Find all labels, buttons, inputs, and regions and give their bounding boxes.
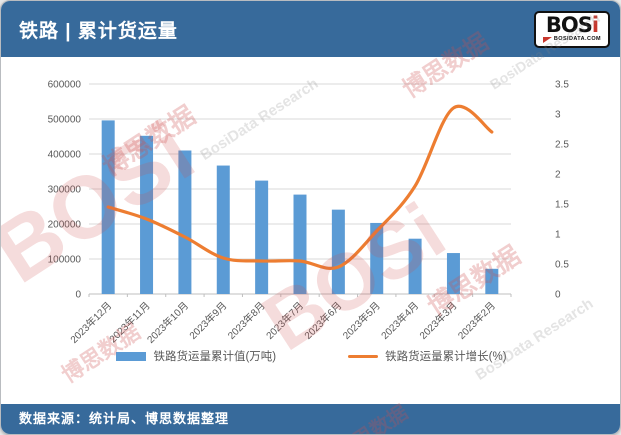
freight-volume-bar [370, 222, 384, 294]
right-axis-tick-label: 0.5 [555, 260, 569, 271]
legend-label-bars: 铁路货运量累计值(万吨) [153, 351, 277, 363]
page-title: 铁路 | 累计货运量 [19, 20, 178, 42]
left-axis-tick-label: 600000 [48, 80, 82, 91]
right-axis-tick-label: 2.5 [555, 140, 569, 151]
x-axis-category-label: 2023年10月 [144, 299, 191, 346]
x-axis-category-label: 2023年4月 [378, 299, 421, 342]
freight-volume-bar [255, 180, 269, 294]
x-axis-category-label: 2023年8月 [225, 299, 268, 342]
left-axis-tick-label: 200000 [48, 220, 82, 231]
x-axis-category-label: 2023年9月 [186, 299, 229, 342]
right-axis-tick-label: 3.5 [555, 80, 569, 91]
freight-volume-chart: 0 100000 200000 300000 400000 500000 600000 0 0.… [48, 80, 570, 346]
freight-volume-bar [408, 238, 422, 294]
right-axis-tick-label: 2 [555, 170, 561, 181]
chart-area: 0 100000 200000 300000 400000 500000 600000 0 0.… [1, 57, 620, 406]
x-axis-category-label: 2023年2月 [455, 299, 498, 342]
footer-bar: 数据来源：统计局、博思数据整理 [1, 404, 620, 434]
legend-label-line: 铁路货运量累计增长(%) [385, 351, 507, 363]
line-series-swatch-icon [348, 354, 379, 358]
chart-legend: 铁路货运量累计值(万吨) 铁路货运量累计增长(%) [1, 348, 620, 364]
logo-hatch-icon [542, 36, 552, 43]
growth-trend-line [106, 104, 494, 270]
freight-volume-bar [485, 268, 499, 294]
x-axis-category-label: 2023年7月 [263, 299, 306, 342]
freight-volume-bar [216, 165, 230, 294]
x-axis-category-label: 2023年3月 [417, 299, 460, 342]
x-axis-category-label: 2023年5月 [340, 299, 383, 342]
legend-item-line: 铁路货运量累计增长(%) [348, 348, 507, 364]
bosi-logo-domain: BOSIDATA.COM [553, 35, 601, 42]
freight-volume-bar [178, 150, 192, 294]
bar-series-swatch-icon [116, 351, 147, 361]
left-axis-tick-label: 100000 [48, 255, 82, 266]
freight-volume-bar [140, 135, 154, 294]
left-axis-tick-label: 0 [75, 290, 81, 301]
right-axis-tick-label: 1.5 [555, 200, 569, 211]
left-axis-tick-label: 500000 [48, 115, 82, 126]
data-source-text: 数据来源：统计局、博思数据整理 [19, 411, 230, 426]
x-axis-category-label: 2023年6月 [301, 299, 344, 342]
x-axis-category-label: 2023年12月 [67, 299, 114, 346]
freight-volume-bar [293, 194, 307, 294]
right-axis-tick-label: 1 [555, 230, 561, 241]
bosi-logo-text: BOSi [545, 12, 599, 37]
bosi-logo: BOSi BOSIDATA.COM [533, 10, 610, 48]
left-axis-tick-label: 300000 [48, 185, 82, 196]
right-axis-tick-label: 3 [555, 110, 561, 121]
legend-item-bars: 铁路货运量累计值(万吨) [116, 348, 276, 364]
left-axis-tick-label: 400000 [48, 150, 82, 161]
header-bar: 铁路 | 累计货运量 BOSi BOSIDATA.COM [1, 1, 620, 57]
right-axis-tick-label: 0 [555, 290, 561, 301]
freight-volume-bar [331, 209, 345, 294]
freight-volume-bar [446, 253, 460, 294]
